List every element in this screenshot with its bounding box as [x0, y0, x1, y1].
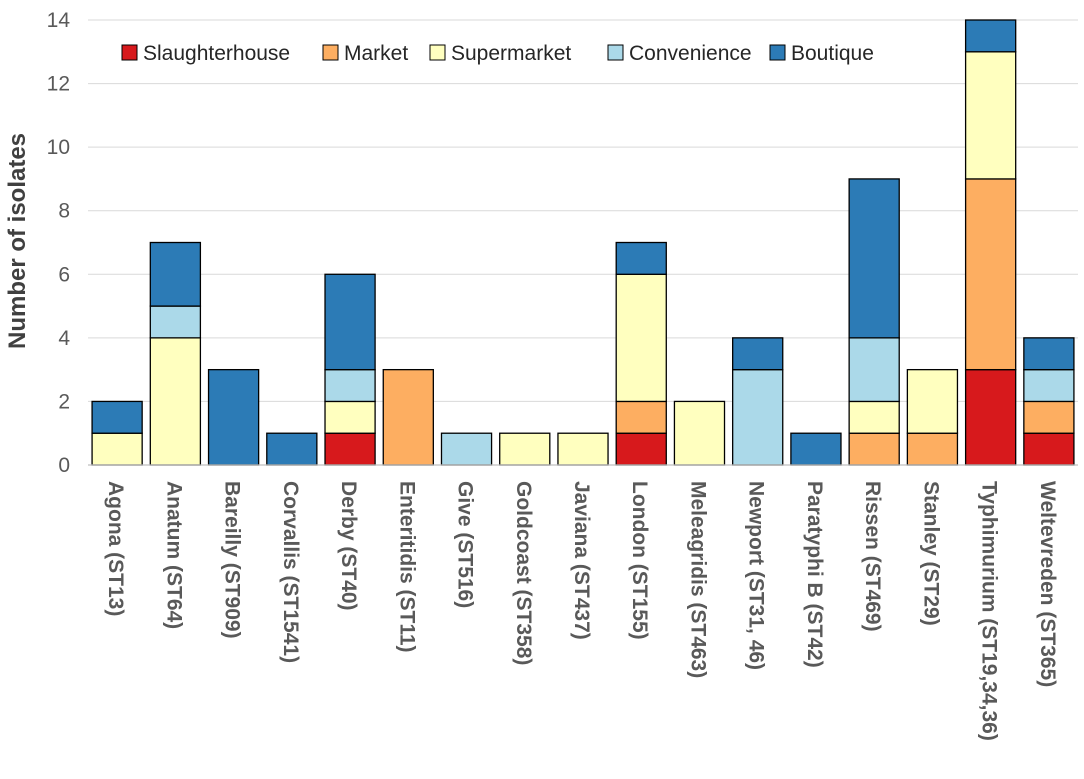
- y-tick-label: 10: [47, 136, 70, 159]
- bar-segment-market: [382, 368, 434, 466]
- bar-segment-boutique: [266, 432, 318, 466]
- bar-segment-boutique: [149, 241, 202, 307]
- bar-segment-supermarket: [557, 432, 609, 466]
- bar-segment-boutique: [790, 432, 842, 466]
- legend-label: Market: [344, 42, 408, 65]
- x-category-label: Rissen (ST469): [861, 481, 884, 632]
- x-category-label: Typhimurium (ST19,34,36): [978, 481, 1001, 741]
- bar-segment-supermarket: [906, 368, 959, 434]
- bar-segment-convenience: [440, 432, 493, 466]
- x-category-label: Stanley (ST29): [919, 481, 942, 626]
- x-category-label: Give (ST516): [454, 481, 477, 608]
- bar-segment-convenience: [324, 368, 376, 403]
- x-category-label: Newport (ST31, 46): [745, 481, 768, 670]
- bar-segment-supermarket: [499, 432, 551, 466]
- x-category-label: Bareilly (ST909): [221, 481, 244, 639]
- x-category-label: Meleagridis (ST463): [686, 481, 709, 678]
- bar-segment-supermarket: [848, 400, 900, 434]
- y-tick-label: 8: [58, 200, 70, 223]
- y-axis-title: Number of isolates: [4, 133, 31, 349]
- x-category-label: Weltevreden (ST365): [1036, 481, 1059, 687]
- bar-segment-convenience: [848, 337, 900, 403]
- legend-swatch: [121, 44, 138, 61]
- legend-item-boutique: Boutique: [769, 42, 874, 65]
- bar-segment-boutique: [324, 273, 376, 371]
- legend-item-market: Market: [322, 42, 408, 65]
- bar-segment-boutique: [615, 241, 667, 275]
- bar-segment-boutique: [848, 178, 900, 339]
- bar-segment-slaughterhouse: [615, 432, 667, 466]
- bar-segment-slaughterhouse: [964, 368, 1017, 466]
- x-category-label: Enteritidis (ST11): [395, 481, 418, 653]
- bar-segment-slaughterhouse: [1023, 432, 1075, 466]
- legend-label: Slaughterhouse: [143, 42, 290, 65]
- x-category-label: Javiana (ST437): [570, 481, 593, 640]
- bar-segment-convenience: [1023, 368, 1075, 403]
- legend: Slaughterhouse Market Supermarket Convenien…: [121, 42, 874, 65]
- x-category-label: Corvallis (ST1541): [279, 481, 302, 663]
- bar-segment-market: [906, 432, 959, 466]
- bar-segment-market: [1023, 400, 1075, 434]
- y-tick-label: 12: [47, 73, 70, 96]
- legend-label: Supermarket: [451, 42, 571, 65]
- x-category-label: London (ST155): [628, 481, 651, 640]
- gridlines: [88, 19, 1078, 402]
- bar-segment-convenience: [732, 368, 784, 466]
- y-tick-label: 6: [58, 263, 70, 286]
- legend-swatch: [429, 44, 446, 61]
- bar-segment-market: [615, 400, 667, 434]
- y-tick-label: 4: [58, 327, 70, 350]
- bar-segment-supermarket: [324, 400, 376, 434]
- bars: [91, 19, 1075, 466]
- legend-label: Convenience: [629, 42, 752, 65]
- x-category-label: Derby (ST40): [337, 481, 360, 611]
- x-category-label: Agona (ST13): [104, 481, 127, 616]
- bar-segment-boutique: [207, 368, 260, 466]
- legend-swatch: [322, 44, 339, 61]
- bar-segment-boutique: [1023, 337, 1075, 371]
- bar-segment-convenience: [149, 305, 202, 339]
- legend-swatch: [769, 44, 786, 61]
- y-tick-label: 14: [47, 9, 71, 32]
- x-category-label: Paratyphi B (ST42): [803, 481, 826, 668]
- bar-segment-supermarket: [149, 337, 202, 466]
- bar-segment-market: [848, 432, 900, 466]
- bar-segment-boutique: [732, 337, 784, 371]
- y-tick-label: 0: [58, 454, 70, 477]
- bar-segment-supermarket: [964, 51, 1017, 180]
- bar-segment-slaughterhouse: [324, 432, 376, 466]
- legend-label: Boutique: [791, 42, 874, 65]
- y-tick-label: 2: [58, 390, 70, 413]
- bar-segment-supermarket: [673, 400, 726, 466]
- x-category-label: Goldcoast (ST358): [512, 481, 535, 665]
- bar-segment-boutique: [91, 400, 143, 434]
- legend-swatch: [607, 44, 624, 61]
- y-axis-ticks: 0 2 4 6 8 10 12 14: [47, 9, 71, 477]
- legend-item-convenience: Convenience: [607, 42, 752, 65]
- legend-item-supermarket: Supermarket: [429, 42, 571, 65]
- x-axis-category-labels: Agona (ST13) Anatum (ST64) Bareilly (ST909…: [104, 481, 1059, 741]
- bar-segment-boutique: [964, 19, 1017, 53]
- bar-segment-supermarket: [615, 273, 667, 403]
- bar-segment-supermarket: [91, 432, 143, 466]
- bar-segment-market: [964, 178, 1017, 371]
- x-category-label: Anatum (ST64): [162, 481, 185, 629]
- legend-item-slaughterhouse: Slaughterhouse: [121, 42, 290, 65]
